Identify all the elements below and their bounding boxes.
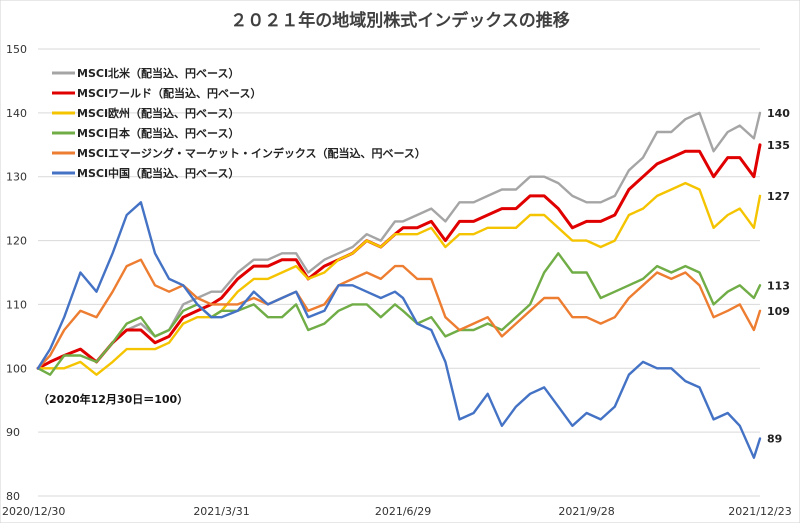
series-lines — [36, 111, 762, 459]
series-line-3 — [36, 252, 762, 376]
y-tick-label: 150 — [6, 43, 27, 56]
x-axis-ticks: 2020/12/30 2021/3/31 2021/6/29 2021/9/28 202… — [2, 505, 792, 518]
series-line-5 — [36, 201, 762, 459]
series-line-4 — [36, 258, 762, 370]
y-tick-label: 100 — [6, 362, 27, 375]
x-tick-label: 2021/12/23 — [728, 505, 791, 518]
x-tick-label: 2020/12/30 — [2, 505, 65, 518]
legend-entry-1: MSCIワールド（配当込、円ベース） — [77, 86, 261, 100]
legend-entry-0: MSCI北米（配当込、円ベース） — [77, 66, 239, 80]
end-label-4: 109 — [767, 305, 790, 318]
end-label-0: 140 — [767, 107, 790, 120]
series-line-1 — [36, 143, 762, 370]
end-label-5: 89 — [767, 433, 782, 446]
y-tick-label: 90 — [6, 426, 20, 439]
end-label-1: 135 — [767, 139, 790, 152]
x-tick-label: 2021/9/28 — [558, 505, 614, 518]
x-tick-label: 2021/6/29 — [375, 505, 431, 518]
y-tick-label: 110 — [6, 298, 27, 311]
end-labels: 140 135 127 113 109 89 — [767, 107, 790, 446]
y-tick-label: 140 — [6, 107, 27, 120]
y-tick-label: 130 — [6, 171, 27, 184]
legend-entry-4: MSCIエマージング・マーケット・インデックス（配当込、円ベース） — [77, 146, 426, 160]
end-label-3: 113 — [767, 279, 790, 292]
legend-entry-5: MSCI中国（配当込、円ベース） — [77, 166, 239, 180]
legend-entry-3: MSCI日本（配当込、円ベース） — [77, 126, 239, 140]
legend-entry-2: MSCI欧州（配当込、円ベース） — [77, 106, 239, 120]
x-tick-label: 2021/3/31 — [193, 505, 249, 518]
end-label-2: 127 — [767, 190, 790, 203]
y-axis-ticks: 80 90 100 110 120 130 140 150 — [6, 43, 27, 503]
legend: MSCI北米（配当込、円ベース） MSCIワールド（配当込、円ベース） MSCI欧州… — [52, 66, 426, 180]
chart-title: ２０２１年の地域別株式インデックスの推移 — [230, 10, 570, 31]
base-note: （2020年12月30日＝100） — [38, 392, 188, 406]
gridlines — [38, 48, 760, 497]
y-tick-label: 120 — [6, 235, 27, 248]
series-line-2 — [36, 181, 762, 376]
y-tick-label: 80 — [6, 490, 20, 503]
